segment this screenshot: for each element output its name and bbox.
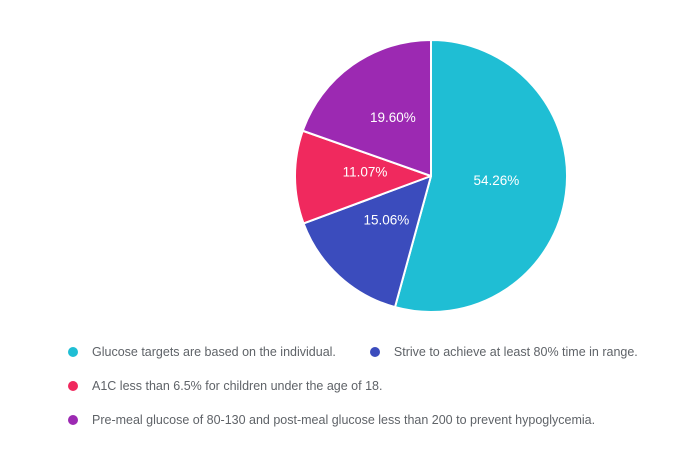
pie-slice-label: 15.06% — [364, 213, 410, 228]
pie-slice[interactable] — [301, 39, 432, 177]
pie-slice-label: 54.26% — [474, 173, 520, 188]
legend: Glucose targets are based on the individ… — [68, 342, 673, 430]
pie-slice-label: 19.60% — [370, 110, 416, 125]
legend-label: Pre-meal glucose of 80-130 and post-meal… — [92, 413, 596, 427]
legend-marker-icon — [68, 415, 78, 425]
pie-slice[interactable] — [393, 39, 569, 313]
legend-label: A1C less than 6.5% for children under th… — [92, 379, 383, 393]
legend-label: Glucose targets are based on the individ… — [92, 345, 336, 359]
legend-item-time-in-range[interactable]: Strive to achieve at least 80% time in r… — [369, 342, 638, 362]
legend-label: Strive to achieve at least 80% time in r… — [393, 345, 638, 359]
legend-marker-icon — [369, 347, 380, 357]
pie-slice[interactable] — [302, 175, 432, 309]
pie-slice[interactable] — [294, 129, 432, 225]
pie-slice-label: 11.07% — [343, 165, 388, 180]
legend-item-a1c[interactable]: A1C less than 6.5% for children under th… — [68, 376, 382, 396]
legend-item-glucose-targets[interactable]: Glucose targets are based on the individ… — [68, 342, 336, 362]
legend-marker-icon — [68, 381, 78, 391]
legend-marker-icon — [68, 347, 78, 357]
pie-chart: 54.26% 15.06% 11.07% 19.60% — [294, 39, 569, 313]
legend-item-pre-meal-glucose[interactable]: Pre-meal glucose of 80-130 and post-meal… — [68, 410, 595, 430]
